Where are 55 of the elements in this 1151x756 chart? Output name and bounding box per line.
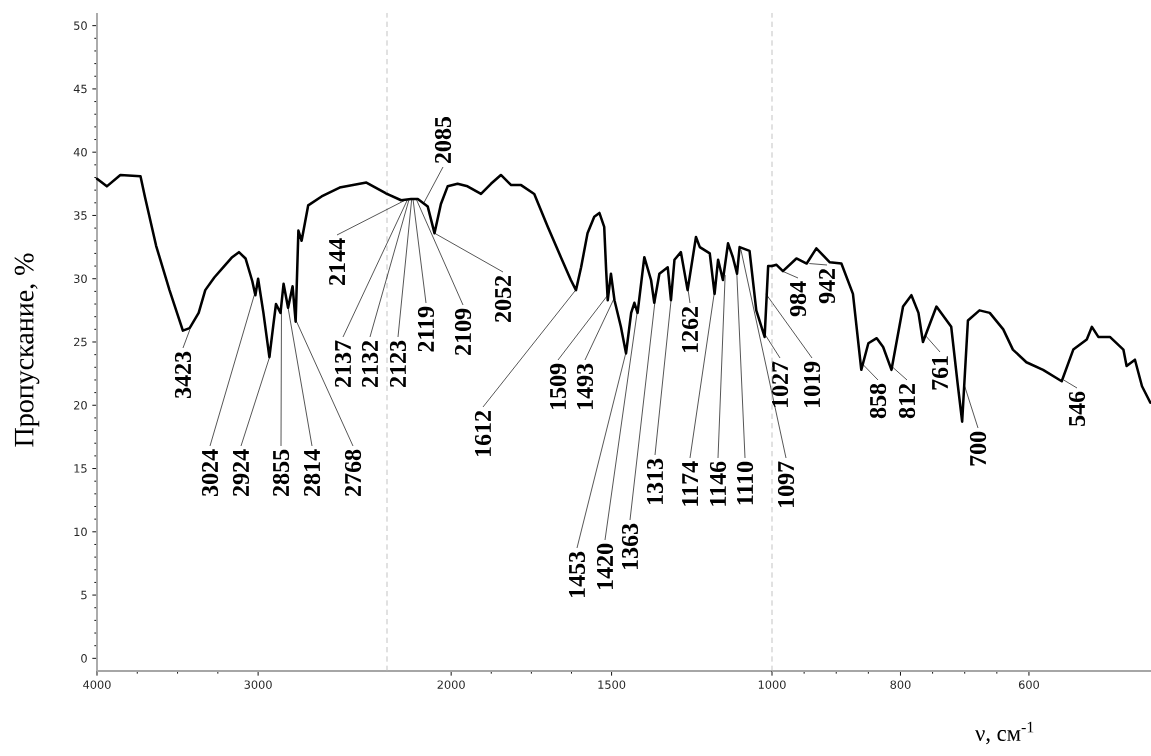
annotation: 2924 — [232, 449, 250, 496]
annotation: 761 — [931, 356, 949, 390]
y-tick-label: 45 — [73, 84, 87, 94]
annotation: 1509 — [549, 363, 567, 410]
annotation: 2814 — [303, 449, 321, 496]
annotation: 1019 — [803, 361, 821, 408]
annotation: 812 — [898, 383, 916, 419]
annotation: 3423 — [174, 351, 192, 399]
annotation: 1363 — [621, 523, 639, 570]
y-tick-label: 10 — [74, 527, 87, 537]
y-tick-label: 30 — [74, 274, 87, 284]
x-axis-title: ν, см$^{-1}$ — [975, 721, 1034, 745]
x-tick-label: 2000 — [437, 680, 465, 689]
annotation: 1453 — [568, 551, 586, 597]
y-axis-title: Пропускание, % — [14, 253, 40, 447]
annotation: 942 — [818, 268, 836, 304]
annotation: 2132 — [361, 340, 379, 387]
annotation: 2855 — [272, 449, 290, 496]
y-tick-label: 50 — [74, 21, 87, 30]
annotation: 3024 — [201, 449, 219, 497]
annotation: 2109 — [454, 308, 472, 355]
annotation: 858 — [869, 383, 887, 419]
x-tick-label: 1500 — [598, 680, 626, 689]
x-tick-label: 3000 — [244, 680, 272, 689]
y-tick-label: 15 — [74, 464, 87, 473]
annotation: 1612 — [474, 410, 492, 457]
y-tick-label: 25 — [74, 337, 87, 347]
y-tick-label: 0 — [81, 654, 87, 663]
annotation: 2137 — [334, 340, 352, 387]
x-tick-label: 1000 — [758, 680, 786, 689]
annotation: 1146 — [709, 461, 727, 506]
annotation: 2119 — [417, 306, 435, 352]
annotation: 2085 — [434, 116, 452, 164]
annotation: 700 — [969, 431, 987, 466]
annotation: 546 — [1068, 391, 1086, 426]
annotation: 1174 — [682, 461, 698, 506]
annotation: 984 — [789, 281, 807, 317]
annotation: 1027 — [771, 361, 789, 408]
y-tick-label: 20 — [74, 400, 87, 410]
x-tick-label: 800 — [890, 680, 911, 689]
y-tick-label: 5 — [81, 590, 87, 600]
annotation: 2052 — [494, 275, 512, 322]
annotation: 1110 — [736, 461, 754, 505]
annotation: 2144 — [329, 238, 345, 285]
annotation: 1262 — [681, 306, 699, 353]
annotation: 1493 — [576, 363, 594, 410]
y-tick-label: 40 — [73, 147, 87, 157]
annotation: 1097 — [777, 461, 795, 507]
annotation: 1313 — [646, 458, 664, 505]
annotation: 1420 — [596, 543, 614, 590]
x-tick-label: 600 — [1018, 680, 1040, 689]
annotation: 2768 — [344, 449, 362, 496]
annotation: 2123 — [389, 340, 407, 387]
x-tick-label: 4000 — [83, 680, 111, 689]
y-tick-label: 35 — [74, 211, 87, 220]
